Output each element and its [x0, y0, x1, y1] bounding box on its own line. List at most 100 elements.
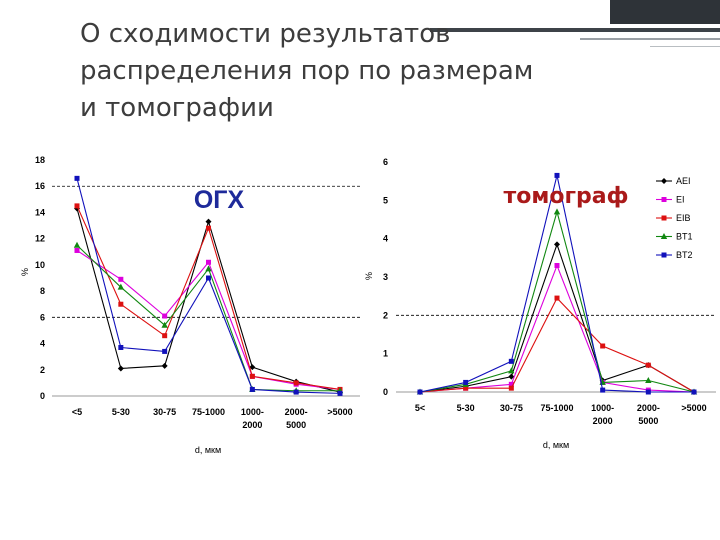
x-tick-label: 5-30: [457, 403, 475, 413]
data-point: [161, 362, 168, 369]
data-point: [74, 175, 80, 181]
series-ei: [417, 263, 697, 395]
y-tick-label: 4: [40, 339, 45, 349]
data-point: [249, 373, 255, 379]
data-point: [508, 381, 514, 387]
data-point: [206, 259, 211, 265]
data-point: [661, 215, 667, 221]
y-tick-label: 5: [383, 195, 388, 205]
data-point: [205, 265, 212, 272]
y-tick-label: 0: [383, 387, 388, 397]
data-point: [118, 276, 124, 282]
decorative-line: [580, 38, 720, 40]
data-point: [554, 263, 560, 268]
data-point: [508, 385, 514, 391]
series-eib: [417, 295, 697, 395]
decorative-title-bar: [610, 0, 720, 24]
decorative-line: [430, 28, 720, 32]
data-point: [645, 389, 651, 395]
y-tick-label: 14: [35, 207, 45, 217]
data-point: [554, 295, 560, 301]
decorative-line: [650, 46, 720, 47]
data-point: [553, 208, 561, 215]
y-axis-label: %: [364, 272, 374, 280]
x-tick-label: 75-1000: [540, 403, 573, 413]
y-axis-label: %: [20, 268, 30, 276]
data-point: [600, 387, 606, 393]
series-line: [419, 209, 695, 393]
data-point: [73, 241, 81, 248]
y-tick-label: 1: [383, 349, 388, 359]
y-tick-label: 2: [40, 365, 45, 375]
slide-title: О сходимости результатов распределения п…: [80, 19, 534, 123]
data-point: [508, 367, 515, 374]
data-point: [463, 385, 469, 391]
x-tick-label: >5000: [327, 407, 352, 417]
series-1: [74, 205, 343, 396]
y-tick-label: 6: [40, 312, 45, 322]
x-tick-label: 30-75: [153, 407, 176, 417]
chart-annotation: томограф: [504, 184, 629, 209]
x-tick-label: <5: [72, 407, 82, 417]
data-point: [74, 203, 80, 209]
legend-label: EIB: [676, 213, 691, 223]
x-axis-label: d, мкм: [543, 440, 569, 450]
y-tick-label: 4: [383, 234, 388, 244]
data-point: [205, 218, 212, 225]
y-tick-label: 12: [35, 234, 45, 244]
data-point: [293, 389, 299, 395]
x-tick-label: 2000-: [285, 407, 308, 417]
series-line: [76, 205, 341, 390]
x-tick-label: 1000-: [591, 403, 614, 413]
data-point: [117, 365, 124, 372]
x-tick-label: 5000: [638, 416, 658, 426]
y-tick-label: 18: [35, 155, 45, 165]
chart-ogh: 0 2 4 6 8 10 12 14 16 18 <5 5-30 30-75 75-1000 1000- 20…: [20, 155, 360, 455]
x-axis-label: d, мкм: [195, 445, 221, 455]
data-point: [161, 321, 168, 328]
y-tick-label: 2: [383, 310, 388, 320]
x-tick-label: 2000-: [637, 403, 660, 413]
data-point: [249, 386, 255, 392]
data-point: [162, 333, 168, 339]
x-tick-label: 5-30: [112, 407, 130, 417]
x-tick-label: 1000-: [241, 407, 264, 417]
y-tick-label: 10: [35, 260, 45, 270]
data-point: [645, 362, 651, 368]
data-point: [74, 247, 80, 253]
data-point: [162, 348, 168, 354]
chart-annotation: ОГХ: [194, 186, 245, 214]
data-point: [554, 172, 560, 178]
legend: AEI EI EIB BT1 BT2: [656, 176, 693, 260]
series-3: [74, 203, 343, 392]
x-tick-label: >5000: [681, 403, 706, 413]
legend-label: EI: [676, 195, 685, 205]
data-point: [661, 178, 667, 184]
data-point: [660, 233, 668, 239]
series-line: [419, 263, 695, 393]
data-point: [508, 373, 515, 380]
data-point: [293, 380, 299, 386]
legend-label: AEI: [676, 176, 691, 186]
data-point: [417, 389, 423, 395]
series-5: [74, 175, 343, 396]
data-point: [508, 358, 514, 364]
x-tick-label: 75-1000: [192, 407, 225, 417]
data-point: [337, 390, 343, 396]
y-tick-label: 0: [40, 391, 45, 401]
data-point: [117, 283, 125, 290]
data-point: [249, 364, 256, 371]
x-tick-label: 2000: [593, 416, 613, 426]
data-point: [206, 225, 211, 231]
x-tick-label: 30-75: [500, 403, 523, 413]
data-point: [661, 197, 667, 202]
data-point: [206, 275, 211, 281]
x-tick-label: 5<: [415, 403, 425, 413]
legend-label: BT1: [676, 232, 693, 242]
y-tick-label: 6: [383, 157, 388, 167]
data-point: [162, 313, 168, 319]
data-point: [118, 301, 124, 307]
data-point: [463, 379, 469, 385]
data-point: [691, 389, 697, 395]
